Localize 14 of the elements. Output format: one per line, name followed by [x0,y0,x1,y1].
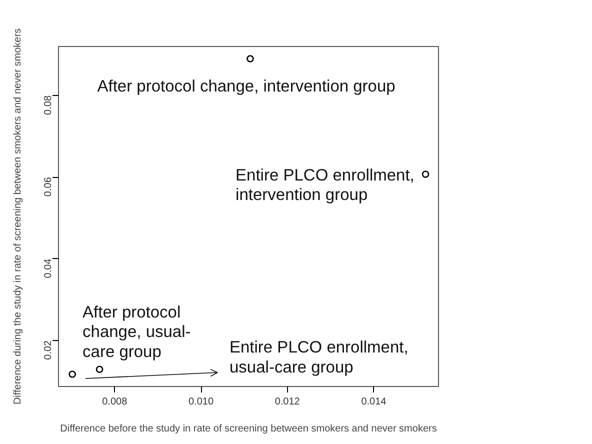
x-axis-title: Difference before the study in rate of screening between smokers and never smokers [60,424,437,434]
y-tick-label: 0.06 [43,176,54,197]
y-tick-label: 0.08 [43,95,54,115]
x-tick-label: 0.008 [102,396,128,408]
annotation: After protocol change, usual- care group [82,303,191,361]
x-tick-label: 0.010 [188,396,214,408]
y-tick-label: 0.04 [43,258,54,278]
annotation: After protocol change, intervention group [97,78,396,96]
y-axis-title: Difference during the study in rate of screening between smokers and never smokers [12,28,24,405]
y-tick-label: 0.02 [43,340,54,360]
annotation: Entire PLCO enrollment, intervention group [236,166,414,204]
x-tick-label: 0.012 [274,396,300,408]
annotation: Entire PLCO enrollment, usual-care group [230,338,408,376]
x-tick-label: 0.014 [361,396,387,408]
